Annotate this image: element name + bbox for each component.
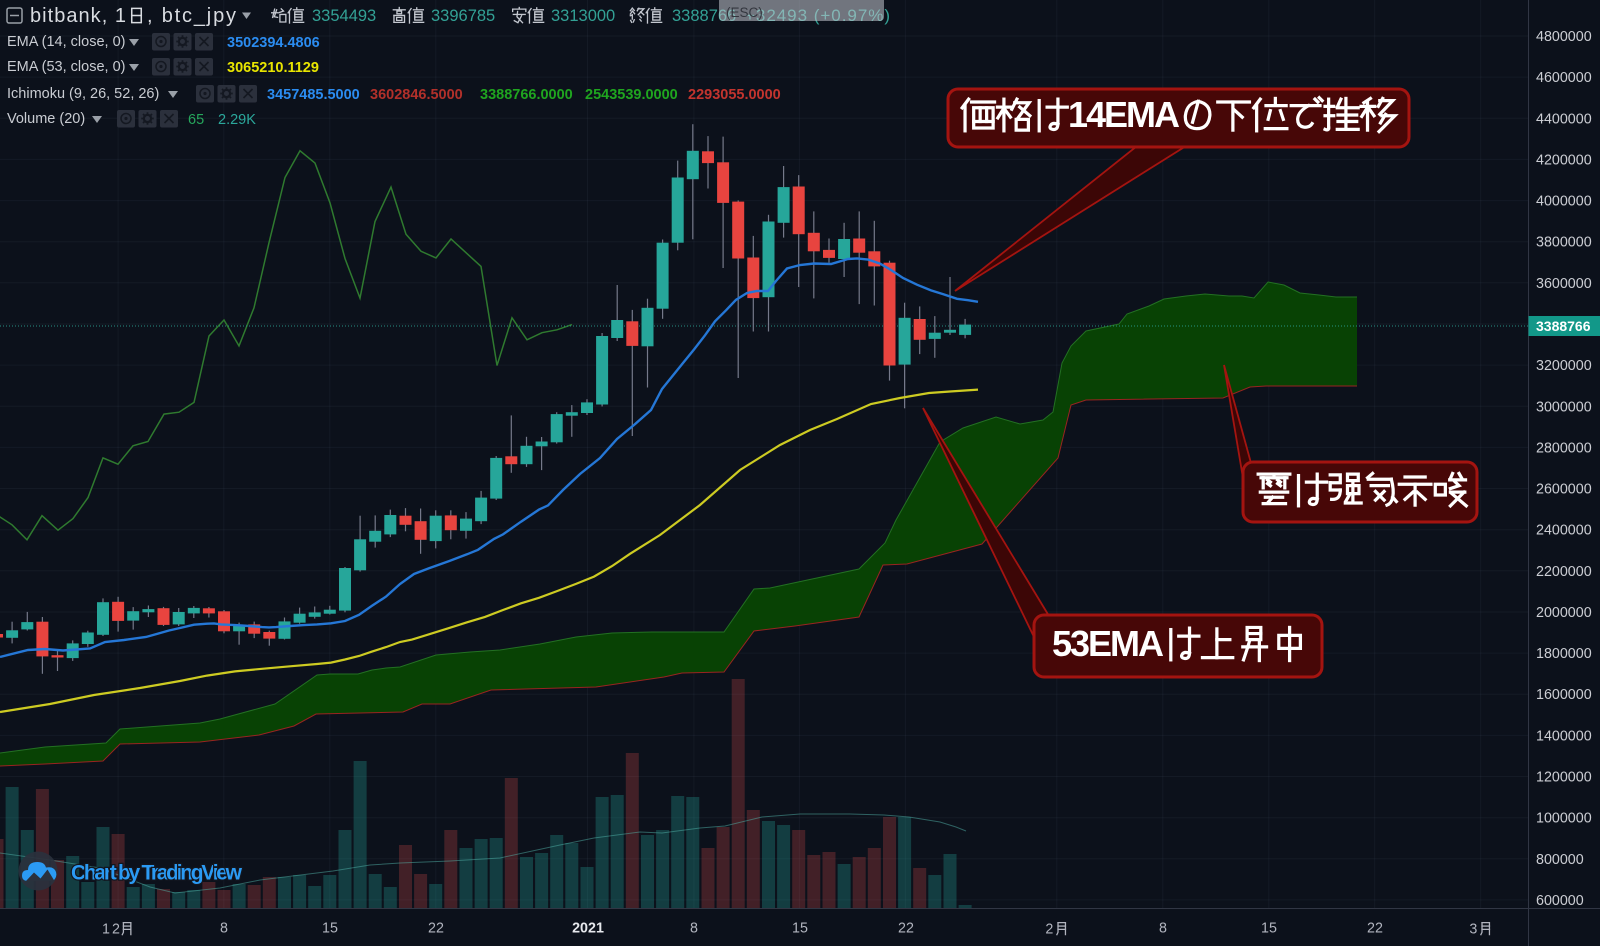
svg-text:3313000: 3313000 xyxy=(551,7,615,25)
svg-text:3602846.5000: 3602846.5000 xyxy=(370,87,463,103)
svg-text:1600000: 1600000 xyxy=(1536,687,1592,703)
svg-text:4800000: 4800000 xyxy=(1536,29,1592,45)
svg-text:2293055.0000: 2293055.0000 xyxy=(688,87,781,103)
svg-text:1200000: 1200000 xyxy=(1536,770,1592,786)
svg-text:2200000: 2200000 xyxy=(1536,564,1592,580)
svg-text:3354493: 3354493 xyxy=(312,7,376,25)
svg-text:bitbank, 1: bitbank, 1 xyxy=(30,5,126,27)
svg-text:3600000: 3600000 xyxy=(1536,276,1592,292)
svg-text:8: 8 xyxy=(690,921,698,937)
svg-text:, btc_jpy: , btc_jpy xyxy=(147,5,236,27)
svg-text:15: 15 xyxy=(1261,921,1277,937)
svg-text:4600000: 4600000 xyxy=(1536,70,1592,86)
svg-text:22: 22 xyxy=(1367,921,1383,937)
svg-text:2000000: 2000000 xyxy=(1536,605,1592,621)
svg-text:22: 22 xyxy=(898,921,914,937)
svg-text:3388766: 3388766 xyxy=(1536,318,1591,334)
svg-text:8: 8 xyxy=(1159,921,1167,937)
svg-text:1400000: 1400000 xyxy=(1536,728,1592,744)
svg-text:3800000: 3800000 xyxy=(1536,235,1592,251)
svg-text:2.29K: 2.29K xyxy=(218,112,256,128)
svg-text:15: 15 xyxy=(322,921,338,937)
svg-text:4400000: 4400000 xyxy=(1536,111,1592,127)
svg-text:Volume (20): Volume (20) xyxy=(7,111,85,127)
svg-text:(ESC): (ESC) xyxy=(726,5,763,20)
svg-text:3396785: 3396785 xyxy=(431,7,495,25)
svg-text:2021: 2021 xyxy=(572,921,604,937)
svg-text:3457485.5000: 3457485.5000 xyxy=(267,87,360,103)
svg-text:3200000: 3200000 xyxy=(1536,358,1592,374)
svg-text:14EMA: 14EMA xyxy=(1068,94,1180,135)
svg-text:3: 3 xyxy=(1469,921,1477,937)
svg-text:2543539.0000: 2543539.0000 xyxy=(585,87,678,103)
svg-text:2: 2 xyxy=(1045,921,1053,937)
svg-text:8: 8 xyxy=(220,921,228,937)
svg-text:22: 22 xyxy=(428,921,444,937)
svg-text:EMA (53, close, 0): EMA (53, close, 0) xyxy=(7,59,125,75)
svg-text:Chart by TradingView: Chart by TradingView xyxy=(71,862,243,885)
svg-text:800000: 800000 xyxy=(1536,852,1584,868)
svg-text:2600000: 2600000 xyxy=(1536,482,1592,498)
svg-text:15: 15 xyxy=(792,921,808,937)
svg-text:53EMA: 53EMA xyxy=(1052,623,1164,664)
svg-text:Ichimoku (9, 26, 52, 26): Ichimoku (9, 26, 52, 26) xyxy=(7,86,159,102)
svg-text:3502394.4806: 3502394.4806 xyxy=(227,35,320,51)
svg-text:3388766.0000: 3388766.0000 xyxy=(480,87,573,103)
svg-text:EMA (14, close, 0): EMA (14, close, 0) xyxy=(7,34,125,50)
svg-text:600000: 600000 xyxy=(1536,893,1584,909)
svg-text:1800000: 1800000 xyxy=(1536,646,1592,662)
svg-text:3000000: 3000000 xyxy=(1536,399,1592,415)
svg-text:4200000: 4200000 xyxy=(1536,152,1592,168)
svg-text:65: 65 xyxy=(188,112,204,128)
svg-text:1000000: 1000000 xyxy=(1536,811,1592,827)
svg-text:2800000: 2800000 xyxy=(1536,440,1592,456)
svg-text:2400000: 2400000 xyxy=(1536,523,1592,539)
svg-text:4000000: 4000000 xyxy=(1536,194,1592,210)
svg-text:3065210.1129: 3065210.1129 xyxy=(227,60,319,76)
